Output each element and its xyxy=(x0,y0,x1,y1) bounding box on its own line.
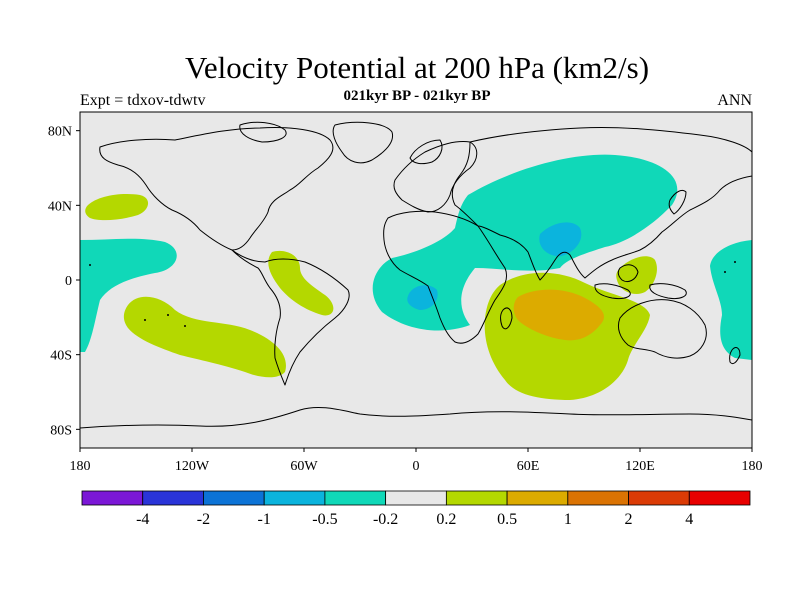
coastlines xyxy=(80,121,752,429)
lat-tick-label: 0 xyxy=(65,274,72,289)
coastline-arctic-islands xyxy=(239,121,287,143)
coastline-asia xyxy=(451,126,752,281)
season-label: ANN xyxy=(717,92,752,109)
contour-region-positive-indian-core xyxy=(513,289,605,341)
coastline-australia xyxy=(617,299,707,359)
coastline-new-zealand xyxy=(729,347,741,365)
lon-tick-label: 60W xyxy=(290,459,318,474)
island-dots xyxy=(89,261,736,327)
colorbar-swatch xyxy=(688,490,751,506)
lat-tick-label: 80S xyxy=(50,423,72,438)
island-dot xyxy=(89,264,91,266)
experiment-label: Expt = tdxov-tdwtv xyxy=(80,92,206,109)
colorbar-label: 2 xyxy=(625,511,633,528)
colorbar-label: -1 xyxy=(258,511,271,528)
lat-tick-label: 40S xyxy=(50,349,72,364)
island-dot xyxy=(734,261,736,263)
colorbar-label: 4 xyxy=(685,511,693,528)
contour-region-positive-south-pacific xyxy=(123,296,286,378)
colorbar-label: 0.2 xyxy=(436,511,456,528)
colorbar: -4 -2 -1 -0.5 -0.2 0.2 0.5 1 2 4 xyxy=(81,490,751,528)
island-dot xyxy=(167,314,169,316)
coastline-south-america xyxy=(231,249,350,386)
lat-tick-label: 80N xyxy=(48,125,72,140)
colorbar-swatch xyxy=(203,490,265,506)
colorbar-label: -0.5 xyxy=(312,511,337,528)
contour-region-negative-pacific-west xyxy=(80,238,177,352)
colorbar-label: -2 xyxy=(197,511,210,528)
island-dot xyxy=(184,325,186,327)
lon-tick-label: 60E xyxy=(517,459,540,474)
coastline-japan xyxy=(668,189,687,215)
contour-region-negative-pacific-east xyxy=(710,240,752,360)
lon-tick-label: 0 xyxy=(413,459,420,474)
colorbar-swatch xyxy=(385,490,447,506)
coastline-indonesia xyxy=(594,283,631,299)
coastline-madagascar xyxy=(500,307,513,330)
colorbar-swatch xyxy=(506,490,569,506)
coastline-antarctica xyxy=(80,407,752,429)
colorbar-swatch xyxy=(263,490,326,506)
lon-tick-label: 180 xyxy=(70,459,91,474)
colorbar-swatch xyxy=(445,490,508,506)
colorbar-swatch xyxy=(81,490,144,506)
coastline-new-guinea xyxy=(649,283,687,299)
colorbar-swatch xyxy=(567,490,629,506)
colorbar-label: -4 xyxy=(136,511,149,528)
map-subtitle: 021kyr BP - 021kyr BP xyxy=(343,88,491,104)
contour-region-positive-south-america xyxy=(268,250,334,316)
colorbar-label: 1 xyxy=(564,511,572,528)
colorbar-swatch xyxy=(142,490,204,506)
coastline-greenland xyxy=(332,121,394,164)
map-title: Velocity Potential at 200 hPa (km2/s) xyxy=(184,50,650,85)
colorbar-swatch xyxy=(324,490,387,506)
coastline-north-america xyxy=(99,127,334,251)
colorbar-label: 0.5 xyxy=(497,511,517,528)
coastline-borneo xyxy=(617,264,639,283)
lat-tick-label: 40N xyxy=(48,199,72,214)
lon-tick-label: 180 xyxy=(742,459,763,474)
colorbar-swatch xyxy=(628,490,690,506)
coastline-africa xyxy=(383,210,508,344)
island-dot xyxy=(724,271,726,273)
latitude-axis: 80N 40N 0 40S 80S xyxy=(48,125,80,438)
contour-region-negative-tibet xyxy=(539,222,582,257)
coastline-europe xyxy=(393,141,478,213)
colorbar-label: -0.2 xyxy=(373,511,398,528)
coastline-scandinavia xyxy=(409,139,443,165)
longitude-axis: 180 120W 60W 0 60E 120E 180 xyxy=(70,448,763,474)
contour-region-positive-north-pacific xyxy=(85,194,149,221)
island-dot xyxy=(144,319,146,321)
map-panel xyxy=(80,112,752,448)
lon-tick-label: 120W xyxy=(175,459,210,474)
contour-fills xyxy=(80,154,752,400)
contour-region-negative-eurasia xyxy=(372,154,678,331)
lon-tick-label: 120E xyxy=(625,459,655,474)
